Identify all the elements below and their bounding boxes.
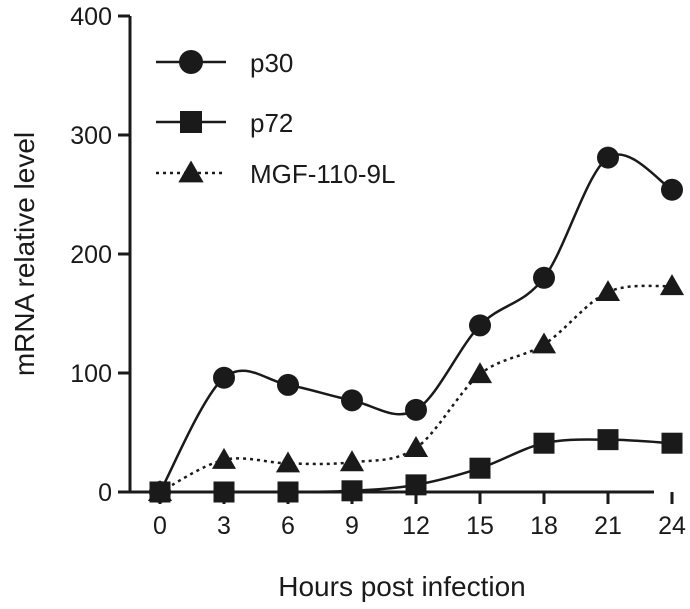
data-point bbox=[339, 450, 365, 472]
y-tick-label: 300 bbox=[70, 122, 112, 150]
series-p72 bbox=[149, 429, 683, 503]
data-point bbox=[533, 432, 555, 454]
x-tick-label: 24 bbox=[658, 512, 686, 540]
data-point bbox=[277, 481, 299, 503]
data-point bbox=[469, 457, 491, 479]
data-point bbox=[211, 447, 237, 469]
legend-item: p30 bbox=[156, 48, 293, 78]
legend-label: p30 bbox=[250, 48, 293, 78]
data-point bbox=[597, 146, 619, 169]
data-point bbox=[533, 266, 555, 289]
data-point bbox=[659, 274, 685, 296]
legend-item: MGF-110-9L bbox=[156, 159, 395, 189]
data-point bbox=[213, 366, 235, 389]
y-axis-label: mRNA relative level bbox=[9, 132, 40, 376]
x-tick-label: 18 bbox=[530, 512, 558, 540]
legend-label: p72 bbox=[250, 108, 293, 138]
x-tick-label: 15 bbox=[466, 512, 494, 540]
series-layer bbox=[147, 146, 685, 503]
data-point bbox=[275, 451, 301, 473]
x-axis-label: Hours post infection bbox=[278, 571, 525, 602]
legend-item: p72 bbox=[156, 108, 293, 138]
x-tick-label: 21 bbox=[594, 512, 622, 540]
data-point bbox=[405, 474, 427, 496]
data-point bbox=[149, 481, 171, 503]
data-point bbox=[467, 362, 493, 384]
y-tick-label: 100 bbox=[70, 360, 112, 388]
series-p30 bbox=[149, 146, 683, 503]
data-point bbox=[403, 436, 429, 457]
x-tick-label: 6 bbox=[281, 512, 295, 540]
x-tick-label: 0 bbox=[153, 512, 167, 540]
data-point bbox=[597, 429, 619, 451]
data-point bbox=[341, 389, 363, 412]
series-line bbox=[159, 284, 673, 494]
y-tick-label: 200 bbox=[70, 241, 112, 269]
x-tick-label: 3 bbox=[217, 512, 231, 540]
x-tick-label: 12 bbox=[402, 512, 430, 540]
data-point bbox=[341, 480, 363, 502]
data-point bbox=[277, 373, 299, 396]
data-point bbox=[405, 398, 427, 421]
data-point bbox=[531, 332, 557, 354]
y-tick-label: 400 bbox=[70, 3, 112, 31]
legend-marker bbox=[180, 111, 202, 133]
y-tick-label: 0 bbox=[98, 479, 112, 507]
legend-marker bbox=[179, 50, 203, 74]
data-point bbox=[661, 432, 683, 454]
data-point bbox=[469, 314, 491, 337]
data-point bbox=[595, 280, 621, 302]
axes: 0 100 200 300 400 0 3 6 9 12 15 18 21 24 bbox=[70, 3, 686, 540]
x-tick-label: 9 bbox=[345, 512, 359, 540]
data-point bbox=[213, 481, 235, 503]
legend-label: MGF-110-9L bbox=[250, 159, 395, 189]
legend-marker bbox=[178, 160, 204, 183]
data-point bbox=[661, 178, 683, 201]
legend: p30 p72 MGF-110-9L bbox=[156, 48, 395, 189]
